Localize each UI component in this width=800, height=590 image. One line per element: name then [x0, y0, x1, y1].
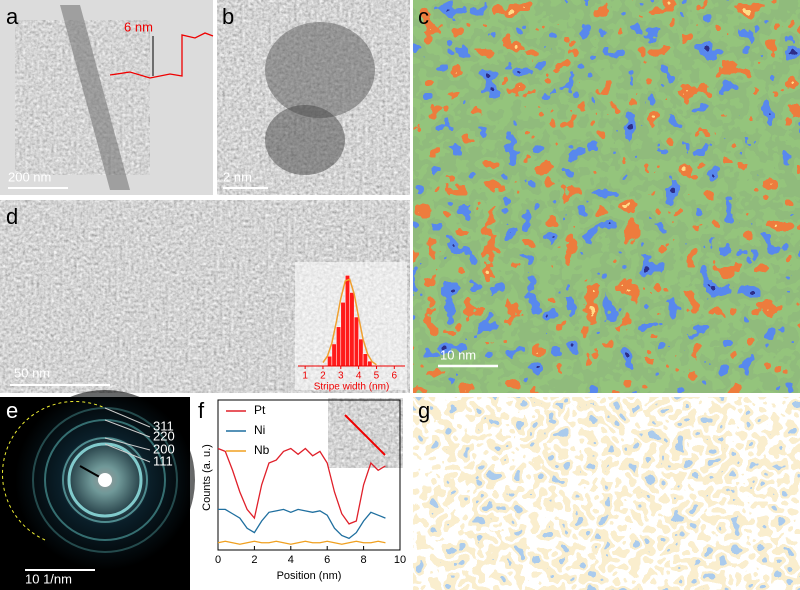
y-axis-label: Counts (a. u.) [201, 444, 213, 511]
particle [265, 22, 375, 118]
panel-label: a [6, 4, 19, 29]
flake [15, 20, 150, 175]
x-axis-label: Stripe width (nm) [314, 382, 390, 393]
hist-bar [358, 338, 364, 367]
panel-label: d [6, 204, 18, 229]
scale-label: 200 nm [8, 169, 51, 184]
panel-label: c [418, 4, 429, 29]
central-spot [98, 473, 112, 487]
legend-label: Pt [254, 403, 266, 417]
hist-bar [340, 302, 346, 367]
ring-marker [2, 401, 106, 541]
x-tick-label: 10 [394, 554, 406, 566]
panel-g: g [413, 397, 800, 590]
simulated-pattern [413, 397, 800, 590]
hist-bar [327, 355, 333, 367]
leader [104, 407, 151, 428]
fit-curve [322, 278, 377, 366]
ring-label: 200 [153, 441, 175, 456]
hist-bar [362, 353, 368, 367]
scale-label: 50 nm [14, 365, 50, 380]
panel-label: f [198, 398, 205, 423]
x-tick-label: 8 [361, 554, 367, 566]
panel-label: e [6, 398, 18, 423]
scan-line [344, 414, 386, 456]
leader [104, 419, 151, 438]
strip [60, 5, 130, 190]
line-series [217, 540, 386, 545]
panel-f: f 0 2 4 6 8 10 Position (nm) Counts (a. u.) Pt Ni… [198, 398, 406, 582]
panel-c: c 10 nm [413, 0, 800, 393]
x-tick-label: 6 [392, 371, 398, 382]
legend-label: Ni [254, 423, 265, 437]
line-series [217, 447, 386, 525]
scale-label: 2 nm [223, 169, 252, 184]
panel-b: b 2 nm [217, 0, 410, 195]
panel-label: g [418, 398, 430, 423]
x-tick-label: 0 [215, 554, 221, 566]
particle [265, 105, 345, 175]
x-axis-label: Position (nm) [277, 570, 342, 582]
leader [104, 443, 151, 463]
hist-bar [345, 275, 350, 367]
x-tick-label: 4 [288, 554, 294, 566]
ring-label: 111 [153, 453, 173, 468]
panel-label: b [222, 4, 234, 29]
scale-label: 10 nm [440, 347, 476, 362]
plot-frame [217, 399, 401, 551]
x-tick-label: 1 [302, 371, 308, 382]
hist-bar [336, 326, 342, 367]
panel-a: a 6 nm 200 nm [0, 0, 214, 195]
scale-label: 10 1/nm [25, 571, 72, 586]
ring-label: 311 [153, 418, 174, 433]
x-tick-label: 4 [356, 371, 362, 382]
x-tick-label: 3 [338, 371, 344, 382]
x-tick-label: 2 [251, 554, 257, 566]
height-profile [109, 32, 214, 79]
hist-bar [353, 316, 359, 367]
legend-label: Nb [254, 443, 270, 457]
inset-image [328, 398, 403, 468]
eds-map [413, 0, 800, 393]
leader [104, 437, 151, 451]
x-tick-label: 2 [320, 371, 326, 382]
line-series [218, 508, 386, 540]
x-tick-label: 5 [374, 371, 380, 382]
ring-label: 220 [153, 428, 175, 443]
hist-bar [349, 292, 355, 367]
hist-bar [331, 343, 337, 367]
panel-e: 311 220 200 111 e 10 1/nm [0, 390, 195, 590]
height-label: 6 nm [124, 19, 153, 34]
x-tick-label: 6 [324, 554, 330, 566]
